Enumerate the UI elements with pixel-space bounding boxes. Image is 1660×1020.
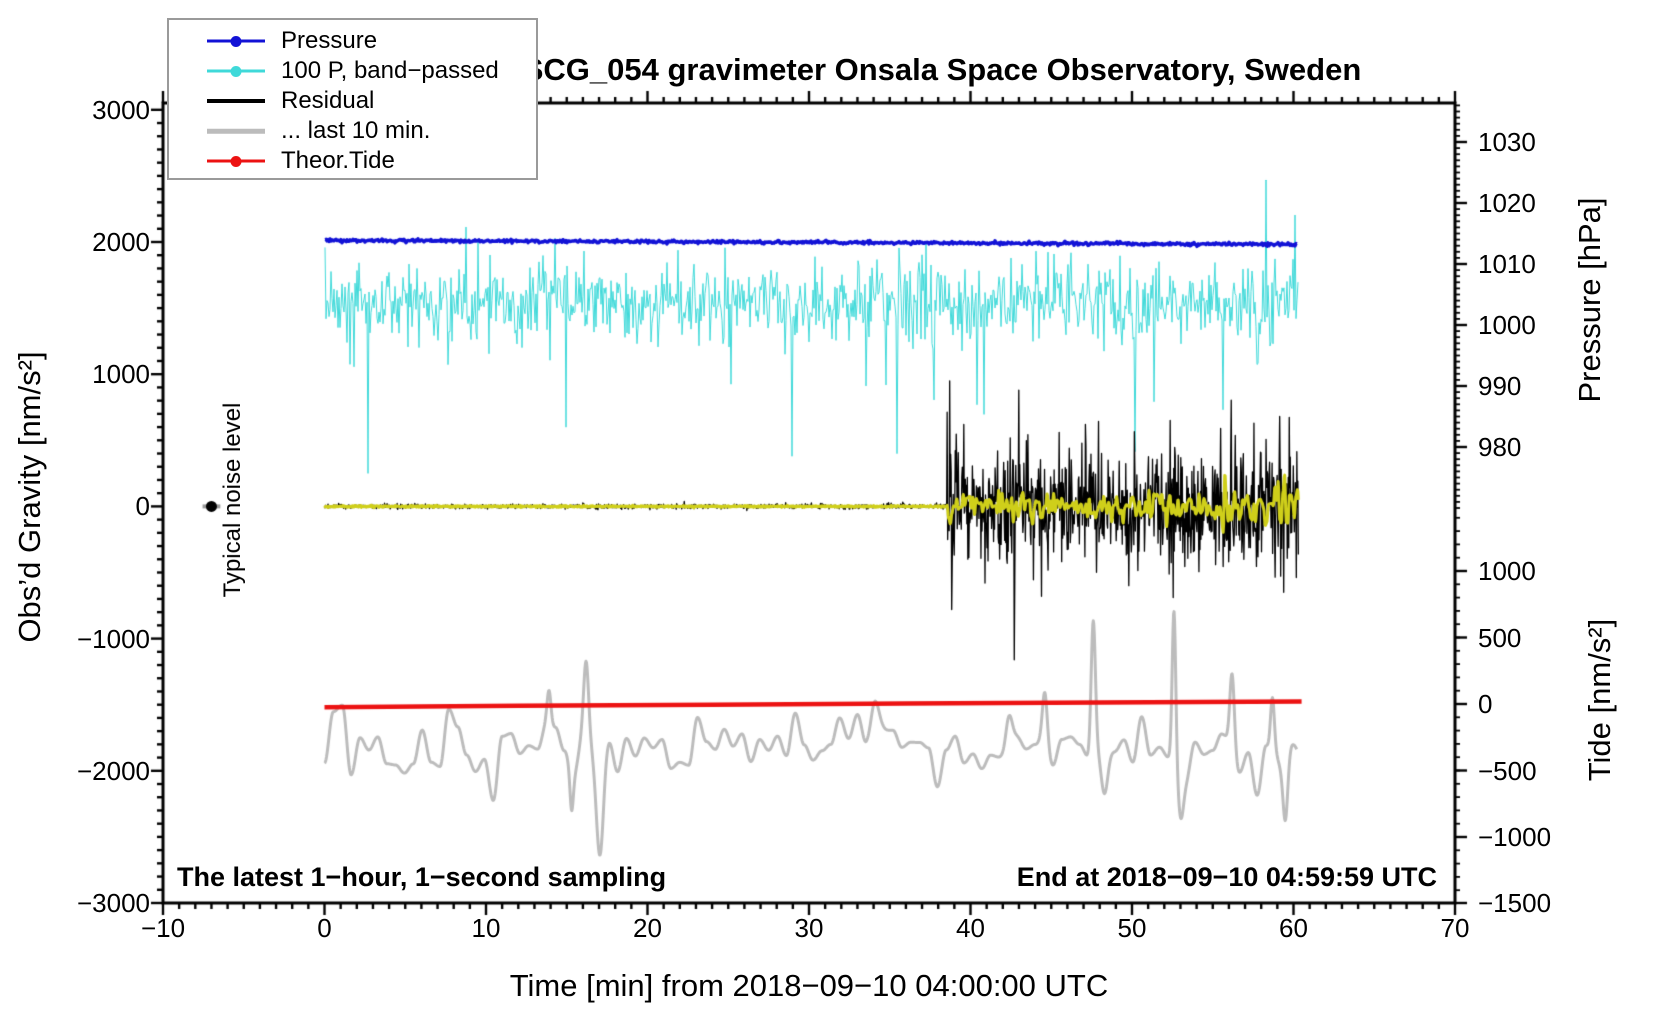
gravity-tick-label: −3000 bbox=[76, 888, 150, 918]
pressure-axis-title: Pressure [hPa] bbox=[1572, 197, 1607, 403]
x-tick-label: 0 bbox=[317, 913, 332, 943]
x-tick-label: 50 bbox=[1117, 913, 1147, 943]
legend-item-tide: Theor.Tide bbox=[169, 146, 536, 176]
bandpassed-dot-icon bbox=[230, 65, 242, 77]
gravity-tick-label: 3000 bbox=[92, 94, 150, 125]
x-tick-label: 70 bbox=[1440, 913, 1470, 943]
legend-item-pressure: Pressure bbox=[169, 26, 536, 56]
tide-tick-label: 0 bbox=[1478, 689, 1493, 719]
legend-label: Theor.Tide bbox=[281, 147, 395, 174]
pressure-tick-label: 1000 bbox=[1478, 310, 1536, 340]
tide-tick-label: 1000 bbox=[1478, 556, 1536, 586]
legend-box: Pressure 100 P, band−passed Residual ...… bbox=[167, 18, 538, 180]
sampling-annotation: The latest 1−hour, 1−second sampling bbox=[177, 862, 667, 892]
pressure-tick-label: 1020 bbox=[1478, 188, 1536, 218]
end-time-annotation: End at 2018−09−10 04:59:59 UTC bbox=[1016, 862, 1437, 892]
legend-item-bandpassed: 100 P, band−passed bbox=[169, 56, 536, 86]
legend-item-last10: ... last 10 min. bbox=[169, 116, 536, 146]
x-axis-title: Time [min] from 2018−09−10 04:00:00 UTC bbox=[509, 968, 1109, 1003]
legend-label: ... last 10 min. bbox=[281, 117, 431, 144]
legend-label: Residual bbox=[281, 87, 375, 114]
pressure-tick-label: 1010 bbox=[1478, 249, 1536, 279]
x-tick-label: −10 bbox=[140, 913, 186, 943]
bandpassed-line-sample bbox=[207, 65, 265, 77]
chart-title: SCG_054 gravimeter Onsala Space Observat… bbox=[522, 52, 1362, 87]
pressure-tick-label: 980 bbox=[1478, 432, 1522, 462]
pressure-line-sample bbox=[207, 35, 265, 47]
gravity-tick-label: 1000 bbox=[92, 359, 150, 390]
tide-dot-icon bbox=[230, 155, 242, 167]
tide-tick-label: −1000 bbox=[1478, 822, 1552, 852]
gravity-tick-label: −2000 bbox=[76, 755, 150, 786]
noise-level-label: Typical noise level bbox=[219, 402, 246, 598]
tide-tick-label: 500 bbox=[1478, 622, 1522, 653]
legend-label: Pressure bbox=[281, 27, 378, 54]
gravity-tick-label: −1000 bbox=[76, 623, 150, 654]
tide-line-sample bbox=[207, 155, 265, 167]
gravity-axis-title: Obs’d Gravity [nm/s²] bbox=[12, 351, 47, 643]
x-tick-label: 40 bbox=[956, 913, 985, 943]
tide-axis-title: Tide [nm/s²] bbox=[1582, 618, 1617, 782]
legend-item-residual: Residual bbox=[169, 86, 536, 116]
x-tick-label: 60 bbox=[1279, 913, 1308, 943]
last10-line-sample bbox=[207, 128, 265, 134]
residual-line-sample bbox=[207, 99, 265, 103]
x-tick-label: 10 bbox=[471, 913, 501, 943]
gravity-tick-label: 2000 bbox=[92, 227, 150, 257]
pressure-tick-label: 1030 bbox=[1478, 127, 1536, 157]
x-tick-label: 20 bbox=[633, 913, 662, 943]
tide-tick-label: −500 bbox=[1478, 755, 1537, 786]
x-tick-label: 30 bbox=[794, 913, 824, 943]
legend-label: 100 P, band−passed bbox=[281, 57, 499, 84]
gravity-tick-label: 0 bbox=[135, 491, 150, 522]
tide-tick-label: −1500 bbox=[1478, 888, 1552, 918]
pressure-dot-icon bbox=[230, 35, 242, 47]
pressure-tick-label: 990 bbox=[1478, 371, 1522, 401]
